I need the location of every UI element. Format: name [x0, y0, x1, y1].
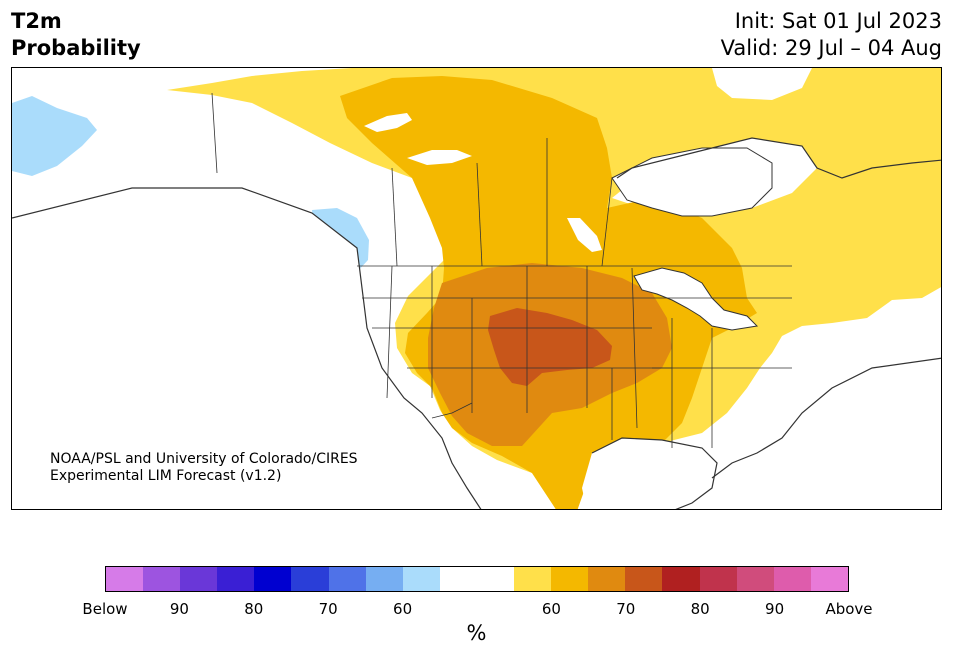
colorbar-swatch [736, 567, 774, 591]
pacific-ocean [12, 188, 481, 509]
colorbar-swatch [180, 567, 218, 591]
colorbar-swatch [106, 567, 144, 591]
probability-colorbar [105, 566, 849, 592]
colorbar-swatch [588, 567, 626, 591]
credit-line-2: Experimental LIM Forecast (v1.2) [50, 468, 282, 484]
source-credit: NOAA/PSL and University of Colorado/CIRE… [50, 451, 358, 485]
great-bear-lake [407, 150, 472, 165]
neutral-region-arctic [712, 68, 812, 100]
colorbar-swatch [402, 567, 440, 591]
hudson-bay [611, 147, 773, 217]
credit-line-1: NOAA/PSL and University of Colorado/CIRE… [50, 451, 358, 467]
colorbar-swatch [773, 567, 811, 591]
colorbar-swatch [662, 567, 700, 591]
forecast-dates: Init: Sat 01 Jul 2023 Valid: 29 Jul – 04… [721, 8, 942, 62]
colorbar-swatch [810, 567, 848, 591]
above-90-region [488, 308, 612, 386]
colorbar-tick-label: Above [825, 600, 873, 618]
colorbar-tick-label: 80 [244, 600, 264, 618]
colorbar-tick-label: 90 [765, 600, 785, 618]
map-svg [12, 68, 941, 509]
valid-period: Valid: 29 Jul – 04 Aug [720, 36, 942, 60]
coastlines [12, 137, 941, 509]
colorbar-tick-label: 70 [616, 600, 636, 618]
colorbar-swatch [439, 567, 477, 591]
political-borders [211, 92, 792, 448]
atlantic-ocean [673, 358, 941, 509]
colorbar-tick-label: 90 [169, 600, 189, 618]
colorbar-swatch [365, 567, 403, 591]
colorbar-swatch [514, 567, 552, 591]
colorbar-tick-label: 80 [690, 600, 710, 618]
variable-label: T2m [11, 9, 62, 33]
colorbar-ticks: Below 90 80 70 60 60 70 80 90 Above [82, 600, 872, 618]
lake-winnipeg [567, 218, 602, 252]
colorbar-swatch [699, 567, 737, 591]
colorbar-swatch [143, 567, 181, 591]
init-date: Init: Sat 01 Jul 2023 [734, 9, 942, 33]
colorbar-swatch [625, 567, 663, 591]
lake-athabasca [364, 113, 412, 132]
colorbar-tick-label: 70 [318, 600, 338, 618]
probability-map: NOAA/PSL and University of Colorado/CIRE… [11, 67, 942, 510]
colorbar-swatch [551, 567, 589, 591]
below-region-alaska [12, 96, 97, 176]
gulf-of-mexico [582, 438, 717, 509]
colorbar-tick-label: 60 [393, 600, 413, 618]
colorbar-swatch [328, 567, 366, 591]
colorbar-swatch [291, 567, 329, 591]
great-lakes [633, 267, 759, 331]
map-title: T2m Probability [11, 8, 141, 62]
colorbar-swatch [254, 567, 292, 591]
colorbar-tick-label: 60 [541, 600, 561, 618]
product-label: Probability [11, 36, 141, 60]
colorbar-unit: % [466, 621, 487, 645]
colorbar-swatch [217, 567, 255, 591]
colorbar-tick-label: Below [82, 600, 128, 618]
colorbar-swatch [476, 567, 515, 591]
